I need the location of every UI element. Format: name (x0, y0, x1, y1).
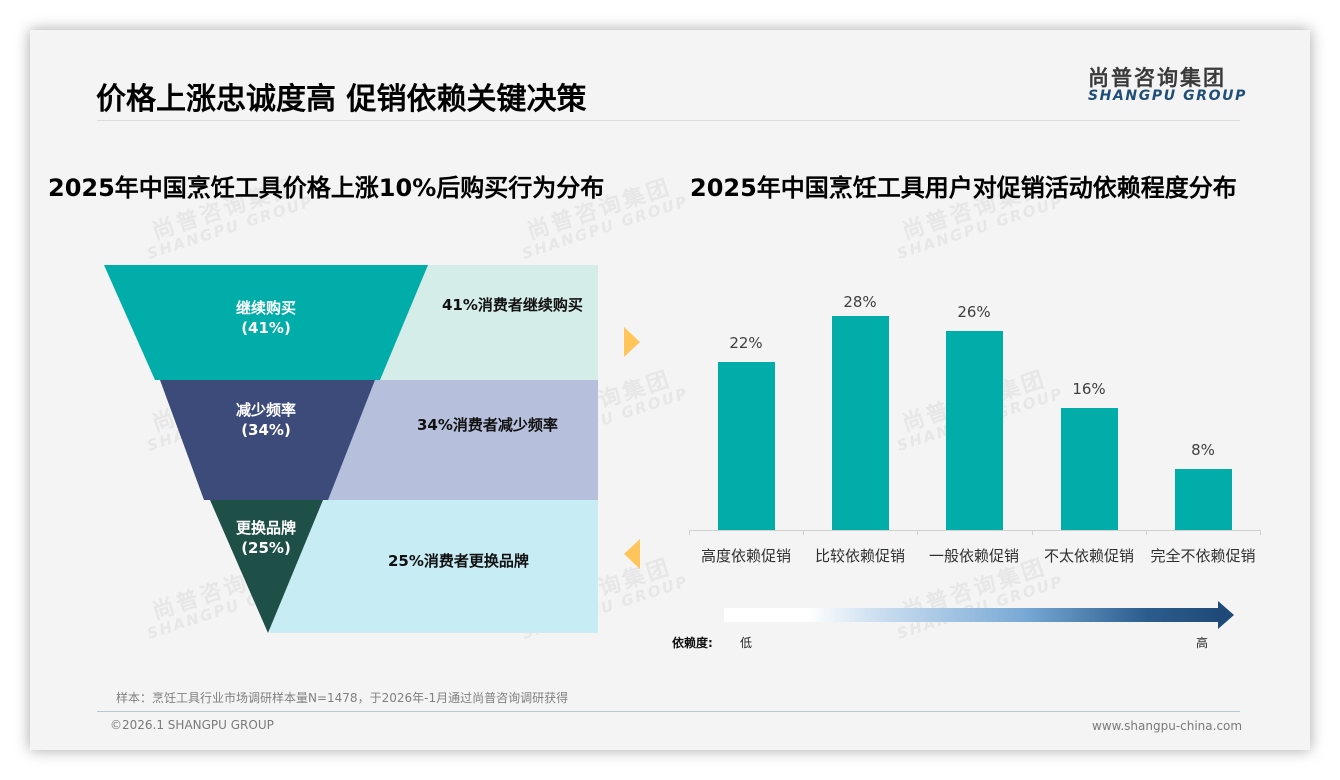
bar-no-dependence (1175, 469, 1232, 530)
bar-low-dependence (1061, 408, 1118, 530)
segment-label-reduce: 减少频率 (34%) (235, 401, 296, 439)
footer-divider (97, 711, 1240, 712)
bar-fairly-dependent (832, 316, 889, 530)
bar-value-label: 28% (843, 293, 877, 311)
bar-value-label: 26% (957, 303, 991, 321)
logo-chinese: 尚普咨询集团 (1088, 66, 1226, 90)
funnel-segment-switch (210, 500, 323, 633)
dependence-low-label: 低 (740, 636, 753, 650)
funnel-segment-continue (104, 265, 428, 380)
dependence-high-label: 高 (1196, 636, 1209, 650)
x-axis-tick (1146, 530, 1147, 535)
x-axis-tick (917, 530, 918, 535)
x-axis-tick (803, 530, 804, 535)
arrow-head-icon (1218, 601, 1234, 629)
funnel-segment-reduce (160, 380, 375, 500)
bar-moderate-dependence (946, 331, 1003, 530)
pointer-left-icon (624, 539, 640, 569)
pointer-right-icon (624, 327, 640, 357)
x-axis-tick (1260, 530, 1261, 535)
dependence-legend-label: 依赖度: (672, 636, 713, 650)
bar-value-label: 8% (1191, 441, 1215, 459)
segment-label-switch: 更换品牌 (25%) (235, 519, 296, 557)
x-axis (689, 530, 1260, 531)
band-text-switch: 25%消费者更换品牌 (388, 552, 529, 570)
funnel-shape (104, 265, 428, 633)
category-label: 一般依赖促销 (928, 547, 1019, 565)
funnel-chart-title: 2025年中国烹饪工具价格上涨10%后购买行为分布 (48, 174, 605, 202)
bar-chart-title: 2025年中国烹饪工具用户对促销活动依赖程度分布 (690, 174, 1237, 202)
segment-label-continue: 继续购买 (41%) (235, 299, 296, 337)
bar-value-label: 16% (1072, 380, 1106, 398)
x-axis-tick (689, 530, 690, 535)
band-text-continue: 41%消费者继续购买 (442, 296, 583, 314)
band-text-reduce: 34%消费者减少频率 (417, 416, 558, 434)
category-label: 不太依赖促销 (1043, 547, 1134, 565)
x-axis-tick (1032, 530, 1033, 535)
slide: 尚普咨询集团 SHANGPU GROUP 尚普咨询集团 SHANGPU GROUP … (30, 30, 1310, 750)
category-label: 比较依赖促销 (814, 547, 905, 565)
website-link[interactable]: www.shangpu-china.com (1092, 719, 1243, 733)
sample-footnote: 样本：烹饪工具行业市场调研样本量N=1478，于2026年-1月通过尚普咨询调研… (116, 691, 569, 705)
category-label: 完全不依赖促销 (1150, 547, 1256, 565)
logo-english: SHANGPU GROUP (1088, 88, 1247, 104)
title-divider (97, 120, 1240, 121)
page-title: 价格上涨忠诚度高 促销依赖关键决策 (96, 82, 587, 117)
copyright-text: ©2026.1 SHANGPU GROUP (110, 718, 274, 732)
bar-value-label: 22% (729, 334, 763, 352)
band-switch-brand (270, 500, 598, 633)
category-label: 高度依赖促销 (700, 547, 791, 565)
bar-high-dependence (718, 362, 775, 530)
dependence-gradient-arrow (724, 608, 1220, 622)
